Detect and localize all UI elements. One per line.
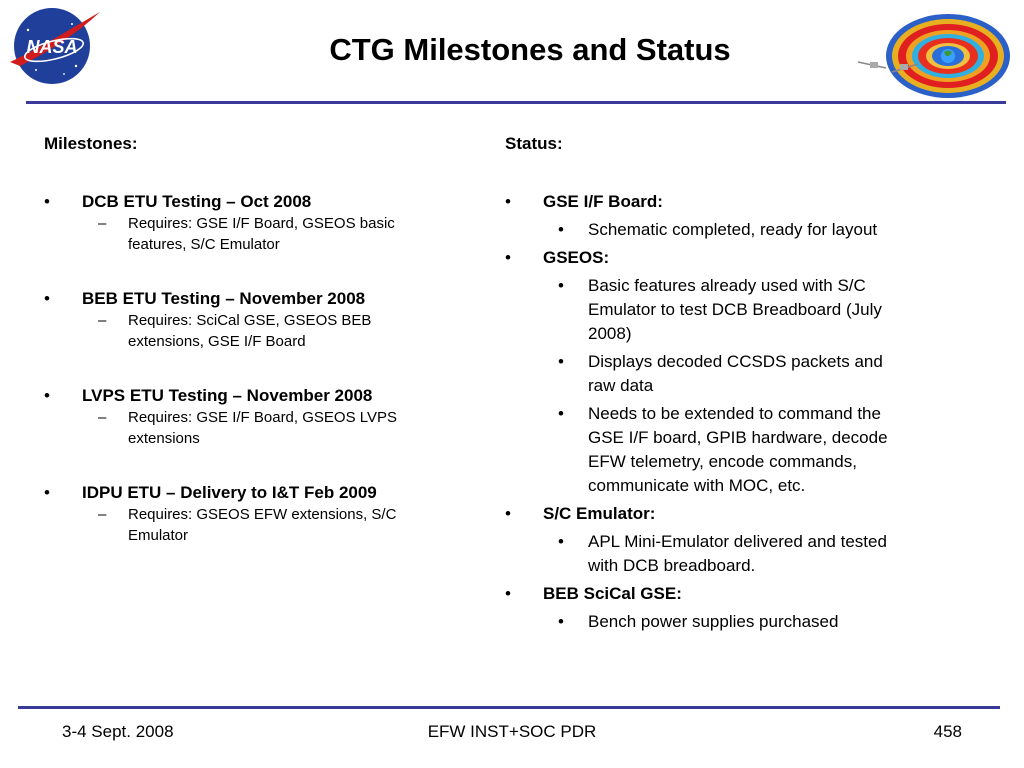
header-divider [26,101,1006,104]
milestone-item: BEB ETU Testing – November 2008 [44,287,444,310]
milestone-requirement: Requires: GSE I/F Board, GSEOS LVPS exte… [44,407,444,449]
milestone-requirement: Requires: GSE I/F Board, GSEOS basic fea… [44,213,444,255]
milestones-heading: Milestones: [44,134,138,153]
status-heading: Status: [505,134,563,153]
footer-date: 3-4 Sept. 2008 [62,722,174,741]
footer-title: EFW INST+SOC PDR [427,722,597,741]
status-item: BEB SciCal GSE: [505,582,895,606]
status-item: S/C Emulator: [505,502,895,526]
radiation-belts-image [857,14,1010,98]
status-detail: Needs to be extended to command the GSE … [505,402,895,498]
milestone-item: IDPU ETU – Delivery to I&T Feb 2009 [44,481,444,504]
nasa-logo-text: NASA [26,37,77,57]
status-detail: Schematic completed, ready for layout [505,218,895,242]
status-detail: APL Mini-Emulator delivered and tested w… [505,530,895,578]
status-detail: Bench power supplies purchased [505,610,895,634]
status-column: Status: GSE I/F Board: Schematic complet… [505,134,895,638]
milestones-column: Milestones: DCB ETU Testing – Oct 2008 R… [44,134,444,546]
page-number: 458 [933,722,962,741]
page-title: CTG Milestones and Status [329,32,731,67]
status-detail: Displays decoded CCSDS packets and raw d… [505,350,895,398]
status-detail: Basic features already used with S/C Emu… [505,274,895,346]
nasa-logo: NASA [10,8,100,84]
milestone-item: DCB ETU Testing – Oct 2008 [44,190,444,213]
milestone-requirement: Requires: SciCal GSE, GSEOS BEB extensio… [44,310,444,352]
footer-divider [18,706,1000,709]
milestone-item: LVPS ETU Testing – November 2008 [44,384,444,407]
milestone-requirement: Requires: GSEOS EFW extensions, S/C Emul… [44,504,444,546]
status-item: GSEOS: [505,246,895,270]
status-item: GSE I/F Board: [505,190,895,214]
